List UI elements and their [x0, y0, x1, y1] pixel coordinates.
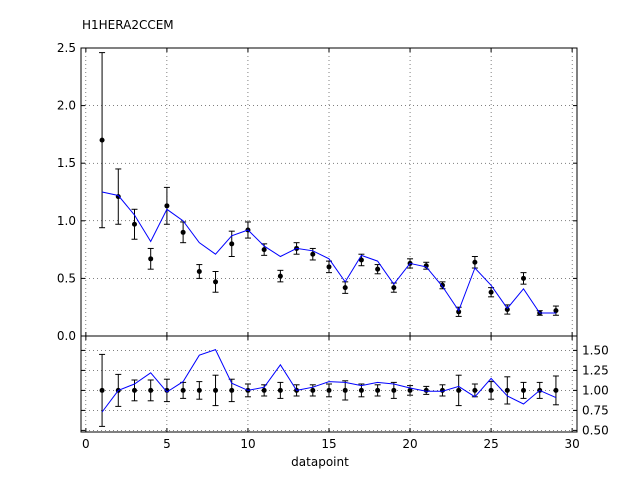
data-point: [439, 282, 445, 288]
data-point: [456, 309, 462, 315]
data-point: [521, 387, 527, 393]
y-tick-label: 2.0: [57, 99, 76, 113]
theory-line: [101, 348, 557, 413]
y-tick-label: 0.50: [582, 423, 609, 437]
y-tick-label: 0.5: [57, 271, 76, 285]
y-tick-label: 0.75: [582, 403, 609, 417]
data-point: [358, 387, 364, 393]
data-point: [310, 387, 316, 393]
data-point: [342, 387, 348, 393]
data-point: [196, 387, 202, 393]
data-point: [472, 387, 478, 393]
x-tick-label: 0: [82, 437, 90, 451]
theory-line: [101, 191, 556, 314]
data-point: [326, 387, 332, 393]
y-tick-label: 1.25: [582, 363, 609, 377]
x-axis-label: datapoint: [291, 455, 349, 469]
x-tick-label: 30: [564, 437, 579, 451]
data-point: [99, 387, 105, 393]
data-point: [131, 387, 137, 393]
data-point: [213, 387, 219, 393]
data-point: [164, 203, 170, 209]
data-point: [504, 387, 510, 393]
data-point: [358, 257, 364, 263]
data-point: [375, 266, 381, 272]
ratio-plot-panel: 0 5 10 15 20 25 300.50 0.75 1.00 1.25 1.50: [80, 335, 609, 451]
data-point: [391, 387, 397, 393]
y-tick-label: 1.50: [582, 343, 609, 357]
data-point: [277, 387, 283, 393]
x-tick-label: 20: [402, 437, 417, 451]
x-tick-label: 15: [321, 437, 336, 451]
y-tick-label: 2.5: [57, 41, 76, 55]
y-tick-label: 1.0: [57, 214, 76, 228]
data-point: [326, 264, 332, 270]
data-point: [375, 387, 381, 393]
data-point: [148, 256, 154, 262]
y-tick-label: 1.00: [582, 383, 609, 397]
data-point: [229, 387, 235, 393]
y-tick-label: 1.5: [57, 156, 76, 170]
main-plot-panel: 0.0 0.5 1.0 1.5 2.0 2.5: [57, 41, 578, 343]
data-point: [180, 229, 186, 235]
data-point: [99, 137, 105, 143]
data-point: [456, 387, 462, 393]
x-tick-label: 10: [240, 437, 255, 451]
data-point: [196, 268, 202, 274]
data-point: [261, 247, 267, 253]
data-point: [391, 285, 397, 291]
data-point: [310, 251, 316, 257]
data-point: [504, 307, 510, 313]
data-point: [131, 221, 137, 227]
data-point: [521, 275, 527, 281]
y-tick-label: 0.0: [57, 329, 76, 343]
data-point: [148, 387, 154, 393]
data-point: [277, 273, 283, 279]
data-point: [488, 289, 494, 295]
data-point: [261, 387, 267, 393]
data-point: [472, 259, 478, 265]
x-tick-label: 25: [483, 437, 498, 451]
data-point: [553, 308, 559, 314]
data-point: [488, 387, 494, 393]
data-point: [229, 241, 235, 247]
data-point: [213, 279, 219, 285]
data-point: [180, 387, 186, 393]
data-point: [342, 285, 348, 291]
data-point: [553, 387, 559, 393]
chart-title: H1HERA2CCEM: [82, 18, 174, 32]
data-point: [407, 387, 413, 393]
x-tick-label: 5: [163, 437, 171, 451]
